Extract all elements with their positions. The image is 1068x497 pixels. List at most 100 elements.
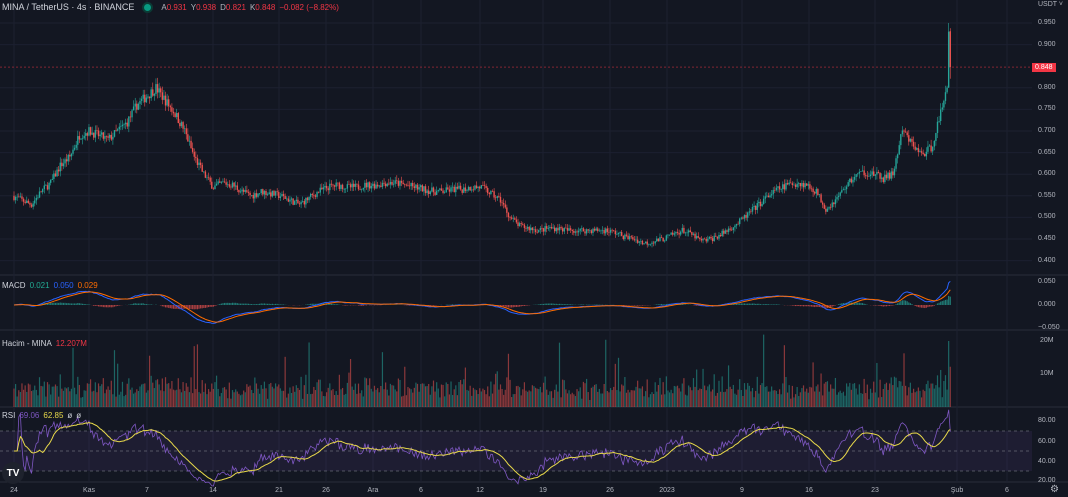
macd-histogram-bar [166, 305, 168, 308]
candle-body [333, 185, 336, 187]
candle-body [526, 226, 529, 229]
macd-histogram-bar [662, 304, 664, 305]
candle-body [731, 229, 733, 231]
volume-bar [399, 379, 401, 407]
volume-bar [713, 374, 715, 407]
time-label: 16 [805, 487, 813, 494]
macd-histogram-bar [207, 305, 210, 308]
candle-body [345, 188, 347, 190]
candle-body [858, 171, 861, 174]
candle-body [270, 192, 272, 197]
macd-histogram-bar [656, 304, 658, 305]
candle-body [212, 188, 215, 190]
macd-histogram-bar [807, 305, 809, 307]
volume-bar [818, 391, 821, 407]
macd-histogram-bar [66, 303, 68, 305]
macd-histogram-bar [327, 303, 329, 305]
currency-selector[interactable]: USDT ˅ [1038, 1, 1063, 8]
candle-body [541, 228, 543, 229]
macd-histogram-bar [927, 305, 929, 308]
candle-body [884, 174, 886, 183]
tradingview-logo[interactable]: TV [2, 462, 24, 484]
volume-bar [680, 391, 682, 407]
macd-histogram-bar [263, 303, 266, 305]
candle-body [199, 162, 202, 165]
candle-body [900, 134, 902, 146]
volume-bar [740, 390, 742, 407]
volume-bar [346, 382, 348, 407]
candle-body [431, 187, 433, 192]
volume-bar [67, 387, 69, 407]
volume-bar [405, 395, 407, 407]
macd-histogram-bar [750, 303, 752, 305]
macd-histogram-bar [498, 305, 500, 307]
candle-body [73, 147, 76, 150]
macd-histogram-bar [936, 303, 939, 305]
candle-body [944, 92, 947, 101]
candle-body [651, 242, 653, 244]
candle-body [19, 196, 22, 198]
candle-body [376, 184, 379, 187]
volume-bar [287, 393, 289, 407]
macd-histogram-bar [538, 304, 540, 305]
macd-histogram-bar [802, 305, 805, 307]
volume-bar [517, 385, 519, 407]
candle-body [628, 236, 631, 240]
volume-bar [771, 386, 773, 407]
candle-body [855, 174, 857, 178]
volume-bar [755, 390, 757, 407]
candle-body [266, 194, 269, 196]
candle-body [190, 140, 192, 148]
macd-histogram-bar [838, 304, 840, 305]
candle-body [927, 146, 929, 152]
candle-body [699, 237, 701, 239]
volume-bar [30, 391, 33, 407]
candle-body [301, 201, 304, 202]
candle-body [729, 228, 731, 230]
symbol-title[interactable]: MINA / TetherUS · 4s · BINANCE [2, 2, 135, 12]
candle-body [715, 235, 717, 237]
macd-histogram-bar [273, 304, 275, 305]
volume-bar [807, 392, 809, 407]
ohlc-low: D0.821 [220, 2, 246, 12]
candle-body [471, 189, 473, 191]
candle-body [231, 182, 234, 188]
rsi-legend: RSI 69.06 62.85 ø ø [2, 411, 81, 420]
candle-body [65, 159, 68, 162]
volume-bar [871, 392, 873, 407]
candle-body [474, 185, 476, 190]
candle-body [348, 184, 350, 185]
volume-bar [675, 386, 677, 407]
volume-bar [788, 385, 790, 407]
macd-histogram-bar [825, 305, 827, 309]
candle-body [317, 191, 320, 193]
volume-bar [410, 389, 412, 407]
candle-body [917, 148, 920, 153]
volume-bar [78, 384, 80, 407]
volume-bar [40, 385, 42, 407]
candle-body [332, 184, 334, 186]
candle-body [659, 237, 661, 242]
settings-gear-icon[interactable]: ⚙ [1050, 484, 1059, 495]
volume-bar [646, 379, 648, 407]
volume-bar [900, 381, 902, 407]
candle-body [294, 201, 296, 205]
volume-bar [889, 383, 891, 407]
volume-bar [190, 377, 192, 407]
candle-body [549, 227, 551, 228]
macd-histogram-bar [99, 305, 101, 307]
candle-body [697, 236, 699, 238]
time-label: 23 [871, 487, 879, 494]
time-label: 14 [209, 487, 217, 494]
volume-bar [946, 389, 948, 407]
macd-histogram-bar [841, 303, 843, 305]
volume-bar [844, 395, 846, 407]
volume-bar [652, 393, 655, 407]
volume-bar [831, 388, 833, 407]
volume-bar [804, 391, 806, 407]
volume-bar [75, 394, 77, 407]
volume-bar [125, 394, 127, 407]
volume-bar [927, 380, 929, 407]
volume-bar [936, 375, 939, 407]
